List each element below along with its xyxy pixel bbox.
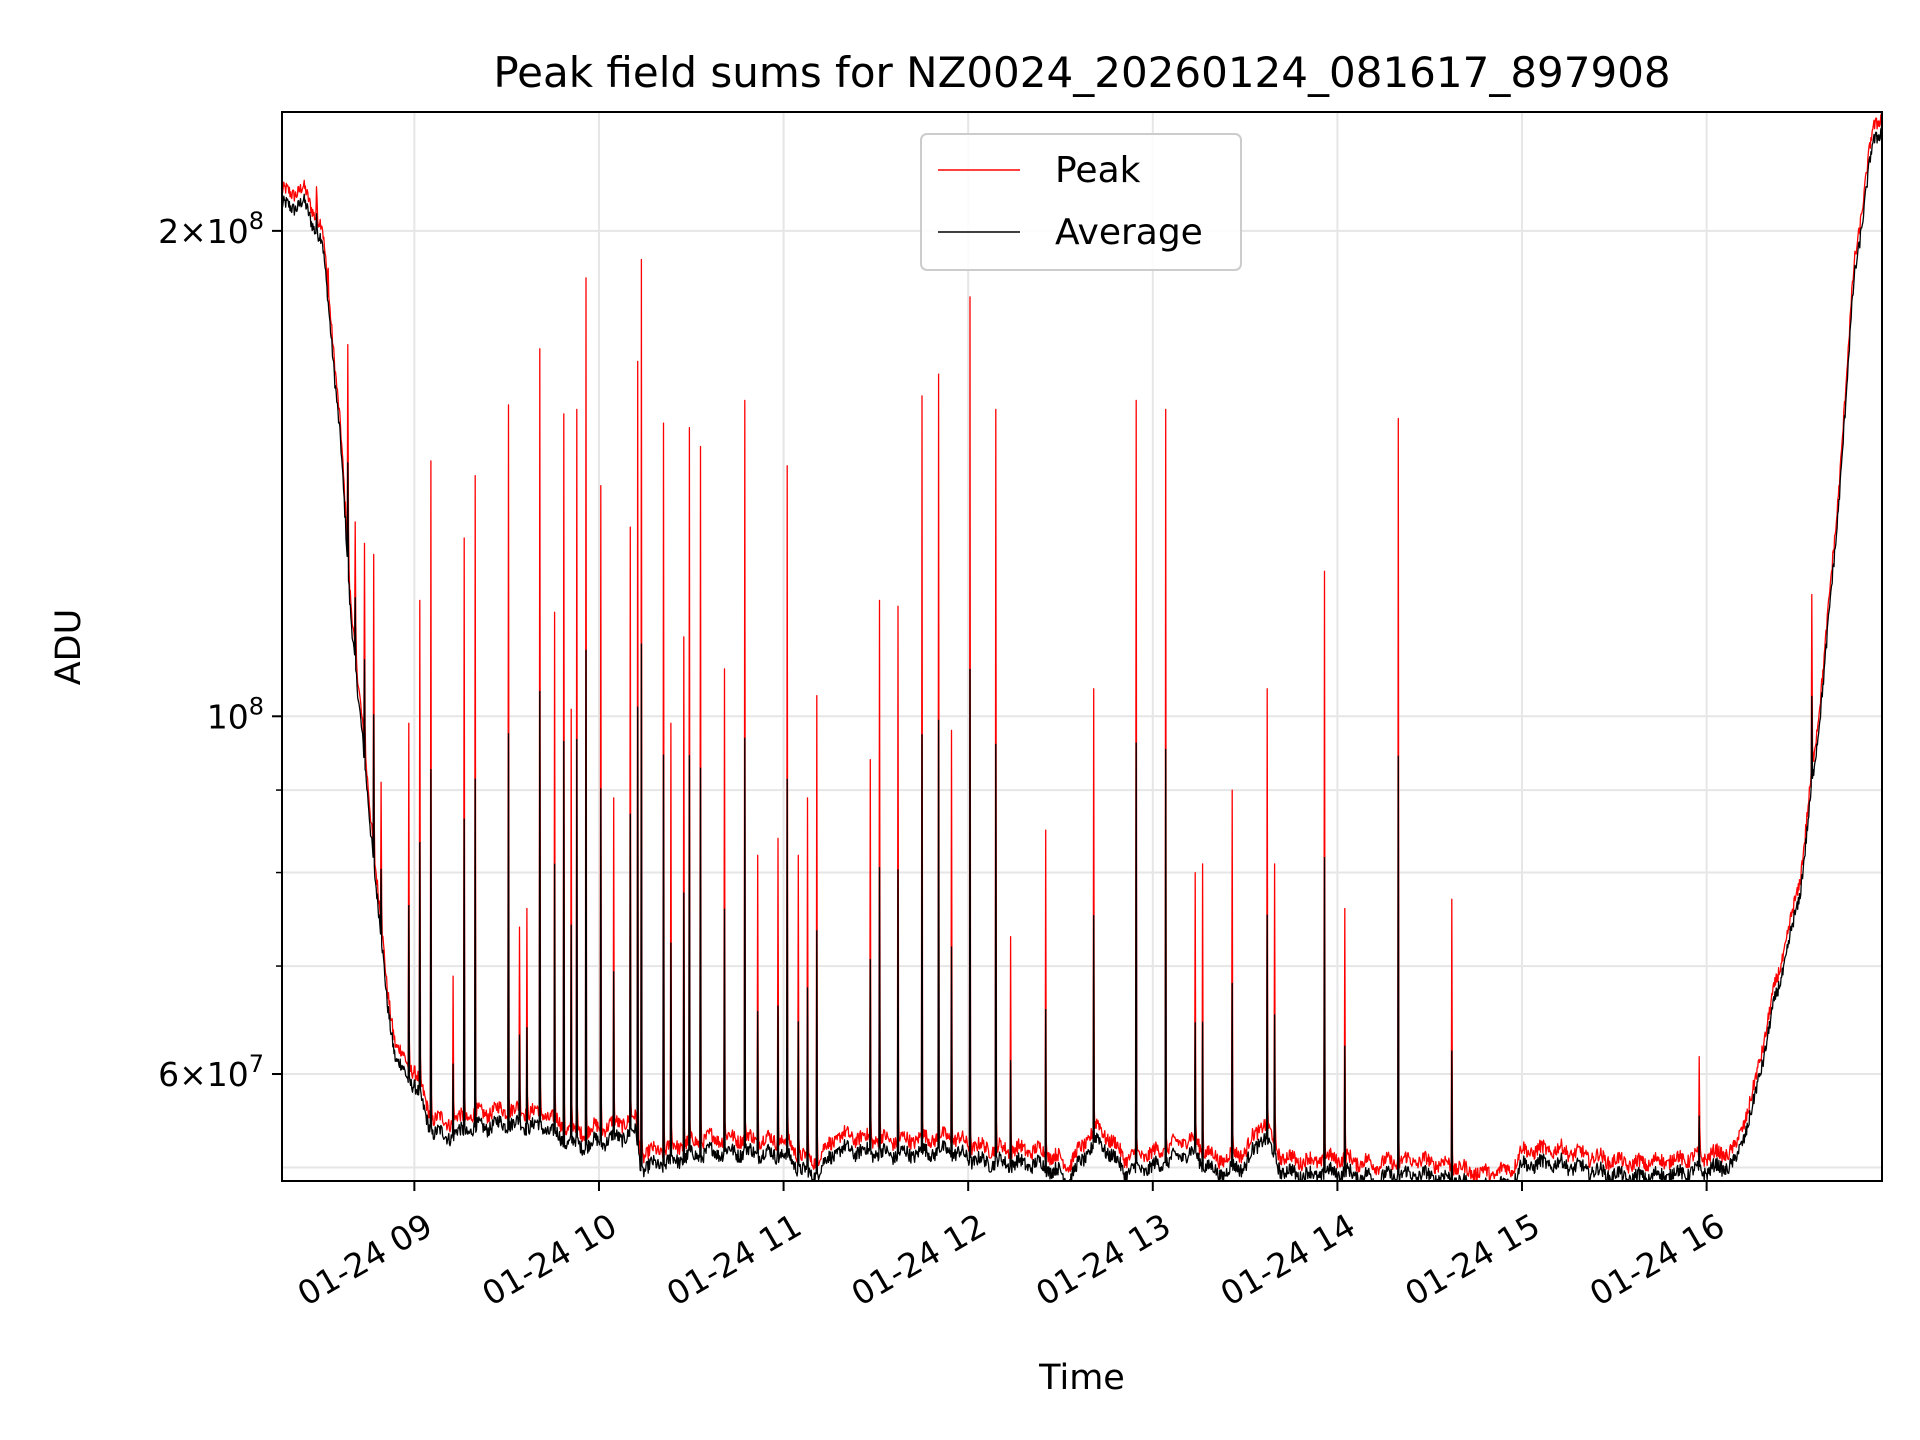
legend-peak-label: Peak: [1055, 150, 1141, 191]
legend-average-label: Average: [1055, 212, 1203, 253]
axes-frame: [281, 111, 1883, 1182]
legend-box: [920, 133, 1242, 271]
legend: Peak Average: [920, 133, 1242, 271]
y-tick-label: 2×108: [158, 207, 264, 251]
y-axis-label: ADU: [49, 609, 89, 686]
plot-area: [282, 113, 1882, 1181]
chart-title: Peak field sums for NZ0024_20260124_0816…: [493, 48, 1670, 97]
y-tick-label: 108: [207, 692, 264, 736]
y-tick-label: 6×107: [158, 1050, 264, 1094]
x-axis-label: Time: [1038, 1358, 1125, 1398]
series-average-line: [282, 127, 1882, 1181]
series-peak-line: [282, 113, 1882, 1181]
